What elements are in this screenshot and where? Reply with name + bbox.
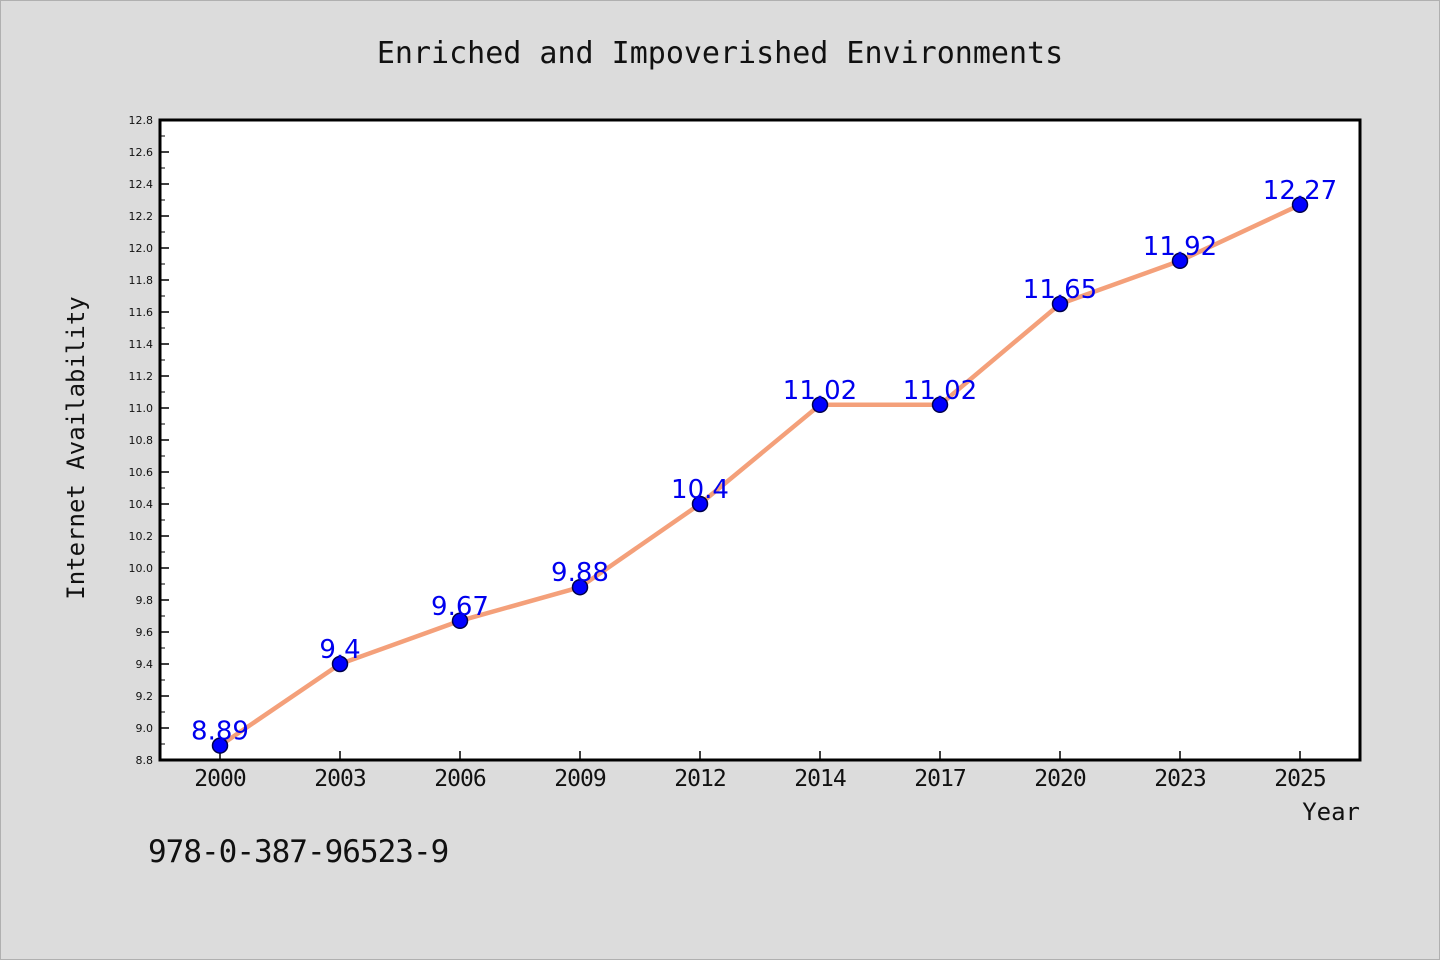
data-point bbox=[1051, 295, 1069, 313]
data-label: 12.27 bbox=[1263, 176, 1337, 206]
y-tick-label: 12.2 bbox=[129, 210, 154, 223]
data-point bbox=[811, 396, 829, 414]
data-point bbox=[691, 495, 709, 513]
data-point bbox=[1291, 196, 1309, 214]
y-tick-label: 10.0 bbox=[129, 562, 154, 575]
x-tick-label: 2006 bbox=[434, 766, 486, 792]
x-tick-label: 2003 bbox=[314, 766, 366, 792]
plot-area bbox=[158, 118, 1362, 762]
y-tick-label: 9.0 bbox=[136, 722, 154, 735]
data-label: 11.92 bbox=[1143, 232, 1217, 262]
x-tick-label: 2023 bbox=[1154, 766, 1206, 792]
y-tick-label: 11.4 bbox=[129, 338, 154, 351]
y-tick-label: 9.2 bbox=[136, 690, 154, 703]
y-tick-label: 9.8 bbox=[136, 594, 154, 607]
x-tick-label: 2020 bbox=[1034, 766, 1086, 792]
data-label: 11.65 bbox=[1023, 275, 1097, 305]
data-label: 11.02 bbox=[783, 376, 857, 406]
x-tick-label: 2000 bbox=[194, 766, 246, 792]
data-label: 9.67 bbox=[431, 592, 489, 622]
data-label: 9.4 bbox=[319, 635, 360, 665]
data-point bbox=[331, 655, 349, 673]
x-tick-label: 2012 bbox=[674, 766, 725, 792]
y-tick-label: 10.8 bbox=[129, 434, 154, 447]
data-point bbox=[451, 612, 469, 630]
data-point bbox=[211, 737, 229, 754]
data-point bbox=[571, 578, 589, 596]
y-tick-label: 11.6 bbox=[129, 306, 154, 319]
y-tick-label: 12.4 bbox=[129, 178, 154, 191]
y-axis-label: Internet Availability bbox=[62, 296, 90, 599]
data-point bbox=[1171, 252, 1189, 270]
chart-title: Enriched and Impoverished Environments bbox=[377, 36, 1063, 71]
data-label: 9.88 bbox=[551, 558, 609, 588]
x-axis-label: Year bbox=[1302, 798, 1360, 826]
y-tick-label: 11.2 bbox=[129, 370, 154, 383]
y-tick-label: 10.4 bbox=[129, 498, 154, 511]
footer-code: 978-0-387-96523-9 bbox=[148, 834, 449, 870]
data-label: 10.4 bbox=[671, 475, 729, 505]
series-line bbox=[218, 202, 1301, 748]
x-tick-label: 2017 bbox=[914, 766, 966, 792]
y-tick-label: 8.8 bbox=[136, 754, 154, 767]
y-tick-label: 10.6 bbox=[129, 466, 154, 479]
y-tick-label: 9.4 bbox=[136, 658, 154, 671]
y-tick-label: 11.8 bbox=[129, 274, 154, 287]
y-tick-label: 10.2 bbox=[129, 530, 154, 543]
data-label: 8.89 bbox=[191, 717, 249, 747]
data-point bbox=[931, 396, 949, 414]
x-tick-label: 2009 bbox=[554, 766, 606, 792]
y-tick-label: 12.6 bbox=[129, 146, 154, 159]
y-tick-label: 12.0 bbox=[129, 242, 154, 255]
x-tick-label: 2025 bbox=[1274, 766, 1325, 792]
y-tick-label: 9.6 bbox=[136, 626, 154, 639]
y-tick-label: 12.8 bbox=[129, 114, 154, 127]
y-tick-label: 11.0 bbox=[129, 402, 154, 415]
data-label: 11.02 bbox=[903, 376, 977, 406]
x-tick-label: 2014 bbox=[794, 766, 846, 792]
